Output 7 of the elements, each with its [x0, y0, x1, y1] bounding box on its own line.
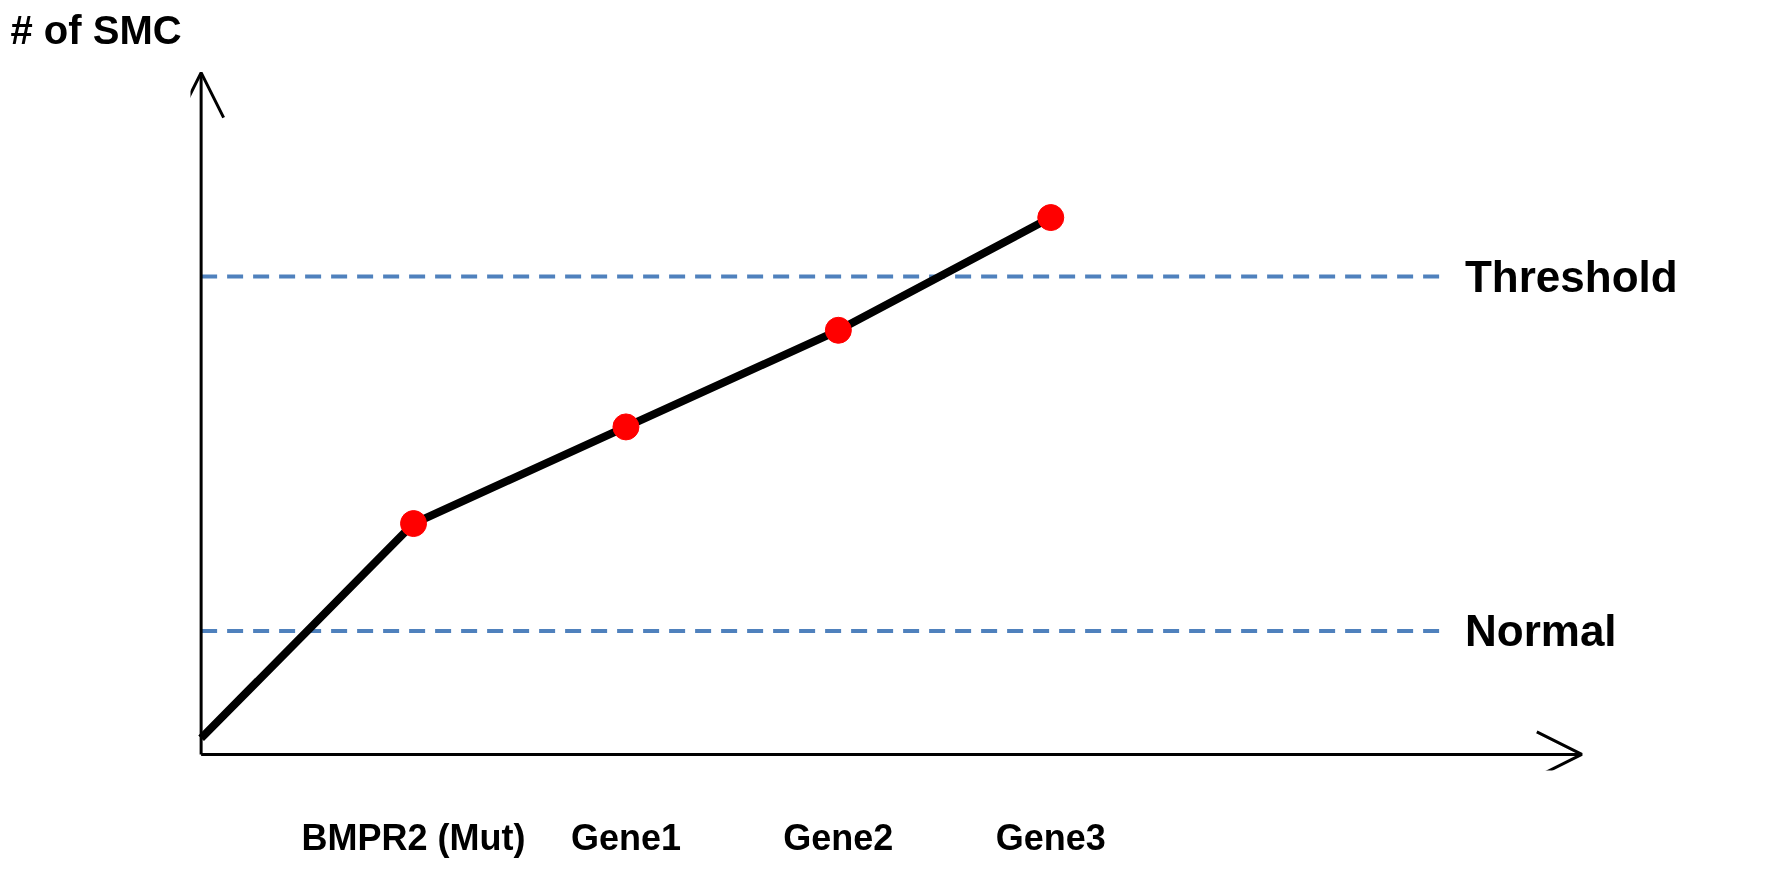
x-tick-label: Gene3	[995, 816, 1106, 858]
ref-line-label: Normal	[1464, 606, 1617, 656]
x-tick-label: Gene1	[570, 816, 681, 858]
y-axis-title: # of SMC	[10, 7, 182, 52]
x-tick-label: Gene2	[783, 816, 894, 858]
x-tick-label: BMPR2 (Mut)	[301, 816, 526, 858]
ref-line-label: Threshold	[1464, 252, 1678, 302]
